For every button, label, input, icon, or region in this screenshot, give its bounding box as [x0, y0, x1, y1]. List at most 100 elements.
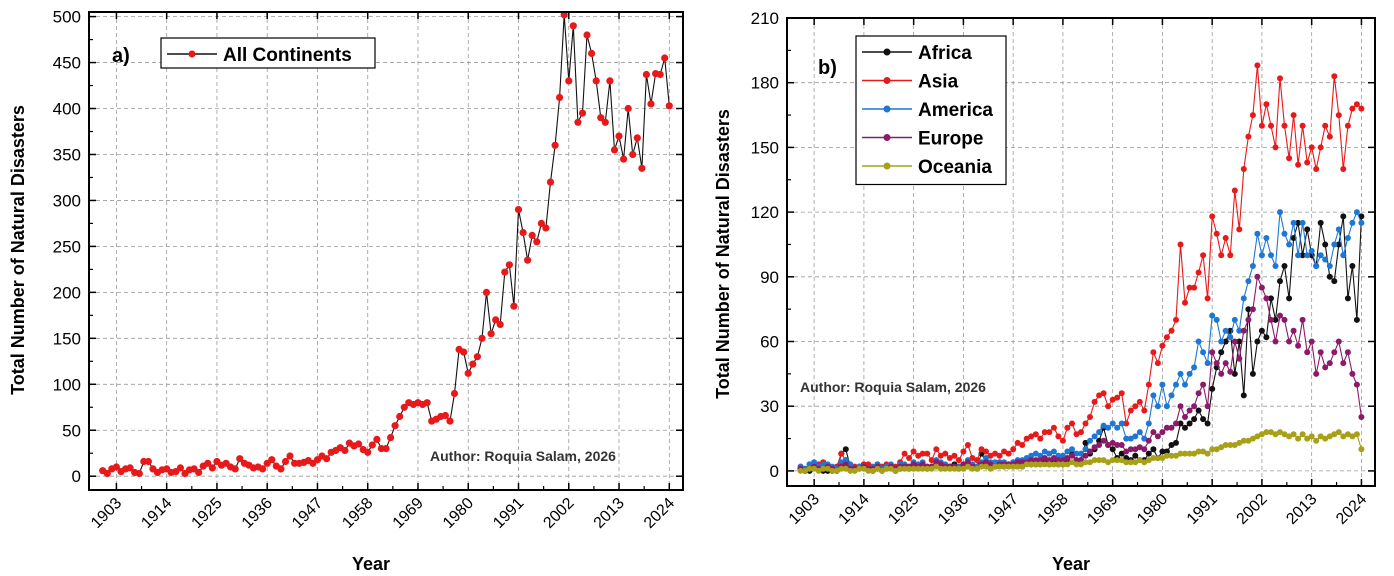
america-data-point	[1105, 424, 1112, 431]
america-data-point	[1069, 446, 1075, 453]
oceania-data-point	[1286, 433, 1293, 440]
asia-data-point	[1335, 112, 1342, 119]
africa-data-point	[1254, 338, 1261, 345]
all-continents-data-point	[519, 229, 527, 237]
america-data-point	[1344, 235, 1351, 241]
asia-data-point	[946, 455, 953, 461]
europe-data-point	[919, 461, 926, 468]
all-continents-data-point	[642, 70, 651, 79]
all-continents-data-point	[583, 31, 591, 39]
all-continents-data-point	[501, 268, 509, 276]
africa-data-point	[1322, 241, 1329, 248]
asia-data-point	[1159, 342, 1166, 349]
y-tick-label: 150	[53, 329, 81, 348]
x-tick-label: 1958	[339, 495, 376, 532]
europe-data-point	[1046, 457, 1053, 464]
america-data-point	[1096, 429, 1103, 436]
oceania-data-point	[1308, 433, 1315, 440]
oceania-data-point	[951, 465, 958, 472]
oceania-data-point	[1168, 452, 1175, 459]
europe-data-point	[1353, 381, 1360, 388]
legend-marker-africa	[883, 48, 891, 56]
legend-label-america: America	[918, 100, 993, 121]
all-continents-data-point	[281, 457, 290, 466]
europe-data-point	[1258, 284, 1265, 291]
europe-data-point	[1195, 390, 1202, 397]
africa-data-point	[1204, 420, 1211, 427]
america-data-point	[1132, 433, 1139, 440]
america-data-point	[1326, 263, 1333, 269]
asia-data-point	[933, 446, 940, 453]
america-data-point	[1222, 327, 1229, 334]
america-data-point	[1331, 241, 1338, 248]
africa-data-point	[1082, 439, 1089, 446]
america-data-point	[806, 461, 813, 468]
asia-data-point	[1222, 235, 1229, 241]
x-tick-label: 1903	[88, 495, 125, 532]
europe-data-point	[1173, 420, 1179, 427]
x-tick-label: 1914	[138, 495, 175, 532]
america-data-point	[1032, 450, 1039, 457]
all-continents-data-point	[533, 238, 541, 246]
asia-data-point	[987, 452, 994, 459]
oceania-data-point	[928, 465, 935, 472]
africa-data-point	[1200, 416, 1207, 423]
oceania-data-point	[1200, 448, 1207, 455]
america-data-point	[1231, 316, 1238, 323]
europe-data-point	[1096, 442, 1103, 448]
y-axis: 0 50 100 150 200 250 300 350 400 450 500	[53, 8, 683, 486]
america-data-point	[1168, 392, 1175, 399]
x-tick-label: 2013	[1283, 491, 1320, 528]
america-data-point	[1340, 252, 1347, 259]
x-tick-label: 2013	[591, 495, 628, 532]
europe-data-point	[1299, 316, 1306, 323]
oceania-data-point	[1304, 435, 1311, 442]
oceania-data-point	[1028, 461, 1035, 468]
asia-data-point	[1299, 122, 1306, 129]
oceania-data-point	[1163, 452, 1170, 459]
legend-label-asia: Asia	[918, 72, 959, 93]
oceania-data-point	[892, 467, 899, 474]
asia-data-point	[1037, 435, 1044, 442]
europe-data-point	[960, 461, 967, 468]
oceania-data-point	[811, 465, 818, 472]
all-continents-data-point	[446, 417, 454, 425]
africa-data-point	[1186, 420, 1193, 427]
europe-data-point	[1100, 437, 1107, 444]
oceania-data-point	[1019, 463, 1026, 470]
america-data-point	[842, 457, 849, 464]
europe-data-point	[1069, 452, 1075, 459]
all-continents-data-point	[469, 360, 477, 368]
asia-data-point	[1227, 252, 1234, 259]
asia-data-point	[1240, 166, 1247, 172]
europe-data-point	[1358, 414, 1365, 420]
asia-data-point	[1317, 144, 1324, 151]
europe-data-point	[987, 461, 994, 468]
oceania-data-point	[860, 465, 867, 472]
all-continents-data-point	[231, 465, 239, 473]
all-continents-data-point	[368, 441, 376, 449]
all-continents-data-point	[638, 164, 646, 172]
asia-data-point	[978, 446, 985, 453]
america-data-point	[838, 459, 845, 466]
oceania-data-point	[883, 465, 890, 472]
africa-data-point	[1299, 252, 1306, 259]
x-tick-label: 1947	[985, 491, 1022, 528]
y-tick-label: 30	[760, 397, 779, 416]
asia-data-point	[1100, 390, 1107, 397]
oceania-data-point	[1249, 435, 1256, 442]
x-tick-label: 1991	[490, 495, 527, 532]
y-tick-label: 180	[751, 74, 779, 93]
all-continents-data-point	[624, 104, 632, 113]
europe-data-point	[1322, 364, 1329, 371]
america-data-point	[1145, 420, 1152, 427]
europe-data-point	[1204, 403, 1211, 410]
oceania-data-point	[1150, 455, 1157, 461]
all-continents-series-line	[102, 14, 670, 475]
asia-data-point	[1231, 187, 1238, 194]
x-tick-label: 1947	[289, 495, 326, 532]
x-tick-label: 1936	[935, 491, 972, 528]
america-data-point	[1059, 452, 1066, 459]
y-tick-label: 200	[53, 283, 81, 302]
europe-data-point	[1349, 370, 1356, 377]
